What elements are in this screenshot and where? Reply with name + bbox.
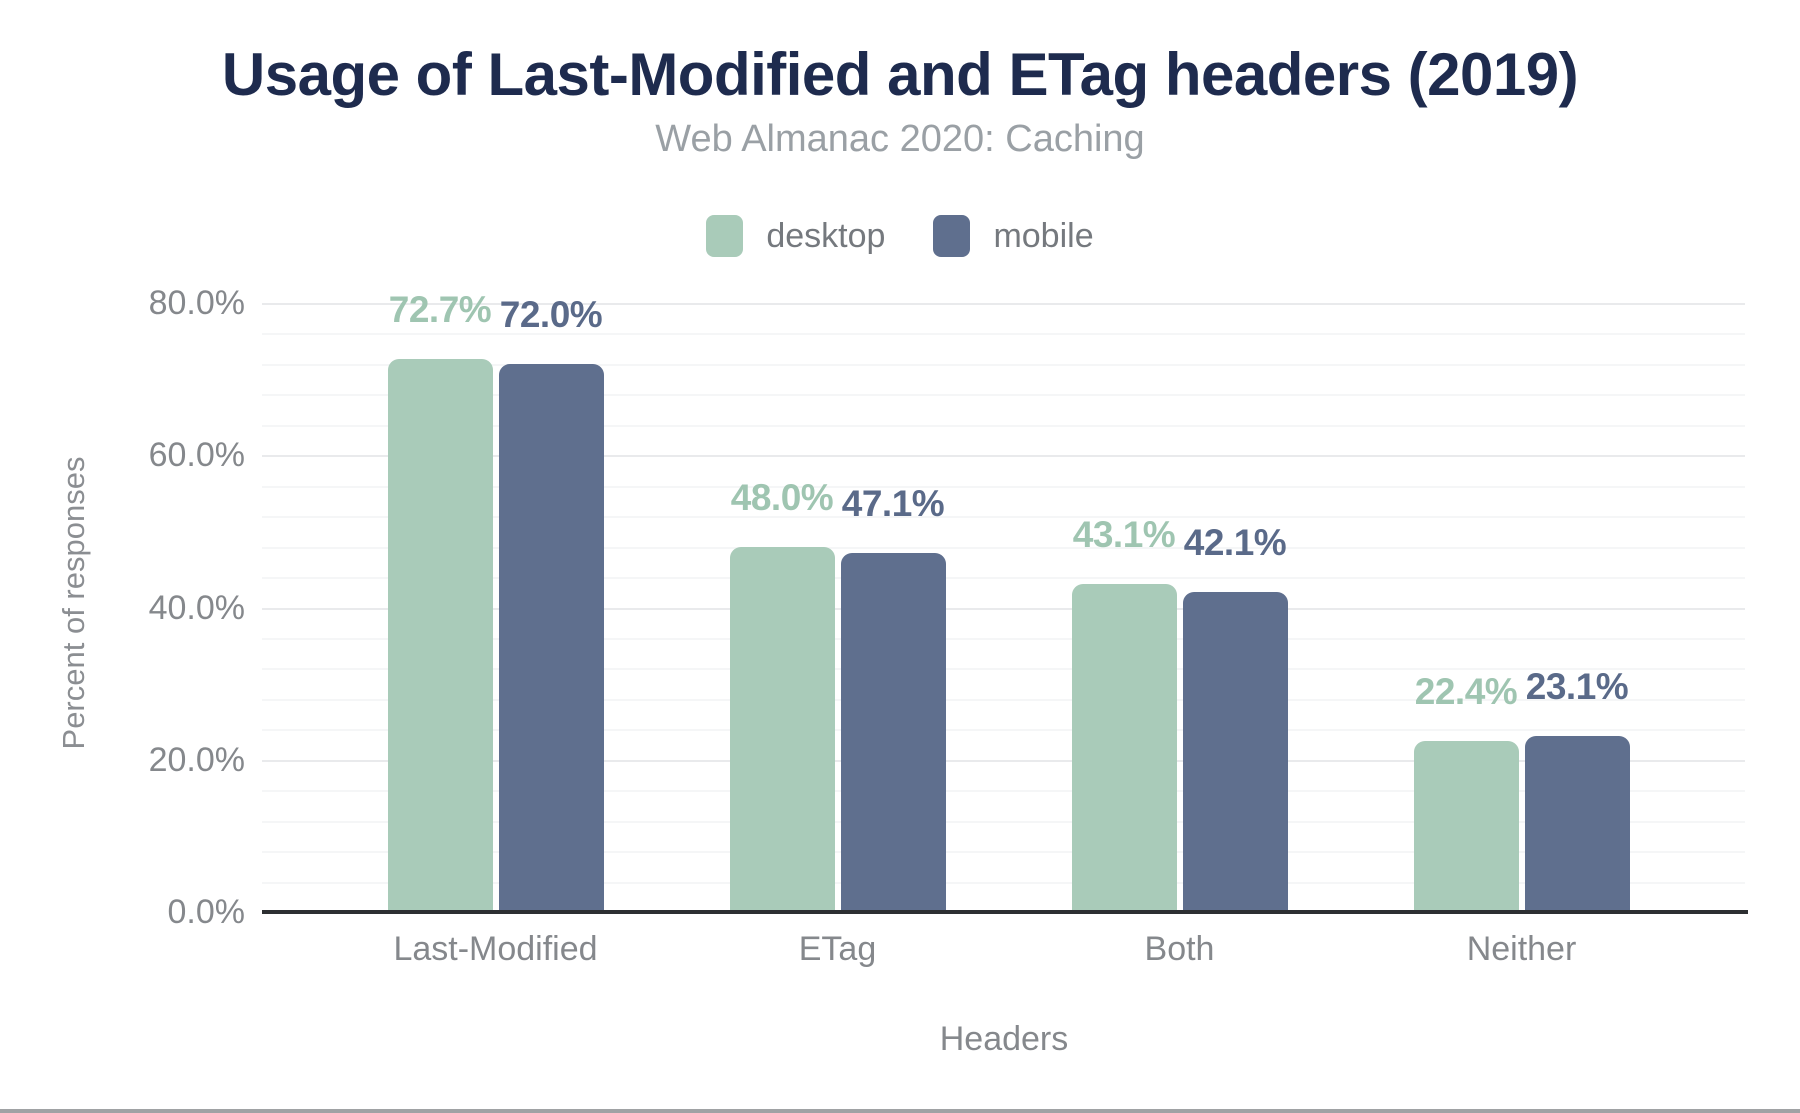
bar-desktop-ETag[interactable] xyxy=(729,547,835,910)
x-category-label: ETag xyxy=(798,930,877,968)
minor-gridline xyxy=(262,364,1745,366)
minor-gridline xyxy=(262,668,1745,670)
desktop-swatch-icon xyxy=(706,215,744,257)
minor-gridline xyxy=(262,425,1745,427)
chart-subtitle: Web Almanac 2020: Caching xyxy=(655,118,1145,160)
x-axis-title: Headers xyxy=(939,1020,1069,1058)
minor-gridline xyxy=(262,790,1745,792)
bar-value-label-mobile: 23.1% xyxy=(1525,666,1629,707)
bar-mobile-ETag[interactable] xyxy=(840,553,946,910)
major-gridline xyxy=(262,760,1745,762)
y-tick-label: 40.0% xyxy=(148,589,245,627)
x-category-label: Both xyxy=(1144,930,1215,968)
minor-gridline xyxy=(262,729,1745,731)
bar-value-label-mobile: 47.1% xyxy=(841,483,945,524)
minor-gridline xyxy=(262,882,1745,884)
legend: desktop mobile xyxy=(0,212,1800,260)
chart-title: Usage of Last-Modified and ETag headers … xyxy=(221,41,1579,108)
minor-gridline xyxy=(262,516,1745,518)
bar-mobile-Neither[interactable] xyxy=(1524,736,1630,910)
bar-mobile-Last-Modified[interactable] xyxy=(498,364,604,910)
bar-value-label-desktop: 22.4% xyxy=(1414,671,1518,712)
major-gridline xyxy=(262,455,1745,457)
legend-label-mobile: mobile xyxy=(993,216,1094,255)
minor-gridline xyxy=(262,638,1745,640)
bar-mobile-Both[interactable] xyxy=(1182,592,1288,910)
y-tick-label: 20.0% xyxy=(148,741,245,779)
bar-value-label-mobile: 72.0% xyxy=(499,294,603,335)
bar-value-label-mobile: 42.1% xyxy=(1183,522,1287,563)
major-gridline xyxy=(262,303,1745,305)
minor-gridline xyxy=(262,486,1745,488)
major-gridline xyxy=(262,608,1745,610)
bar-desktop-Both[interactable] xyxy=(1071,584,1177,910)
mobile-swatch-icon xyxy=(933,215,971,257)
bar-desktop-Last-Modified[interactable] xyxy=(387,359,493,910)
x-category-label: Neither xyxy=(1466,930,1577,968)
legend-item-mobile: mobile xyxy=(933,215,1094,257)
x-category-label: Last-Modified xyxy=(393,930,598,968)
minor-gridline xyxy=(262,577,1745,579)
x-axis-line xyxy=(262,910,1748,914)
bar-value-label-desktop: 48.0% xyxy=(730,477,834,518)
minor-gridline xyxy=(262,394,1745,396)
bottom-border xyxy=(0,1109,1800,1113)
minor-gridline xyxy=(262,851,1745,853)
bar-desktop-Neither[interactable] xyxy=(1413,741,1519,910)
bar-value-label-desktop: 72.7% xyxy=(388,289,492,330)
y-tick-label: 80.0% xyxy=(148,284,245,322)
minor-gridline xyxy=(262,333,1745,335)
minor-gridline xyxy=(262,547,1745,549)
bar-value-label-desktop: 43.1% xyxy=(1072,514,1176,555)
legend-item-desktop: desktop xyxy=(706,215,885,257)
minor-gridline xyxy=(262,699,1745,701)
y-tick-label: 60.0% xyxy=(148,436,245,474)
legend-label-desktop: desktop xyxy=(766,216,886,255)
minor-gridline xyxy=(262,821,1745,823)
y-tick-label: 0.0% xyxy=(167,893,246,931)
